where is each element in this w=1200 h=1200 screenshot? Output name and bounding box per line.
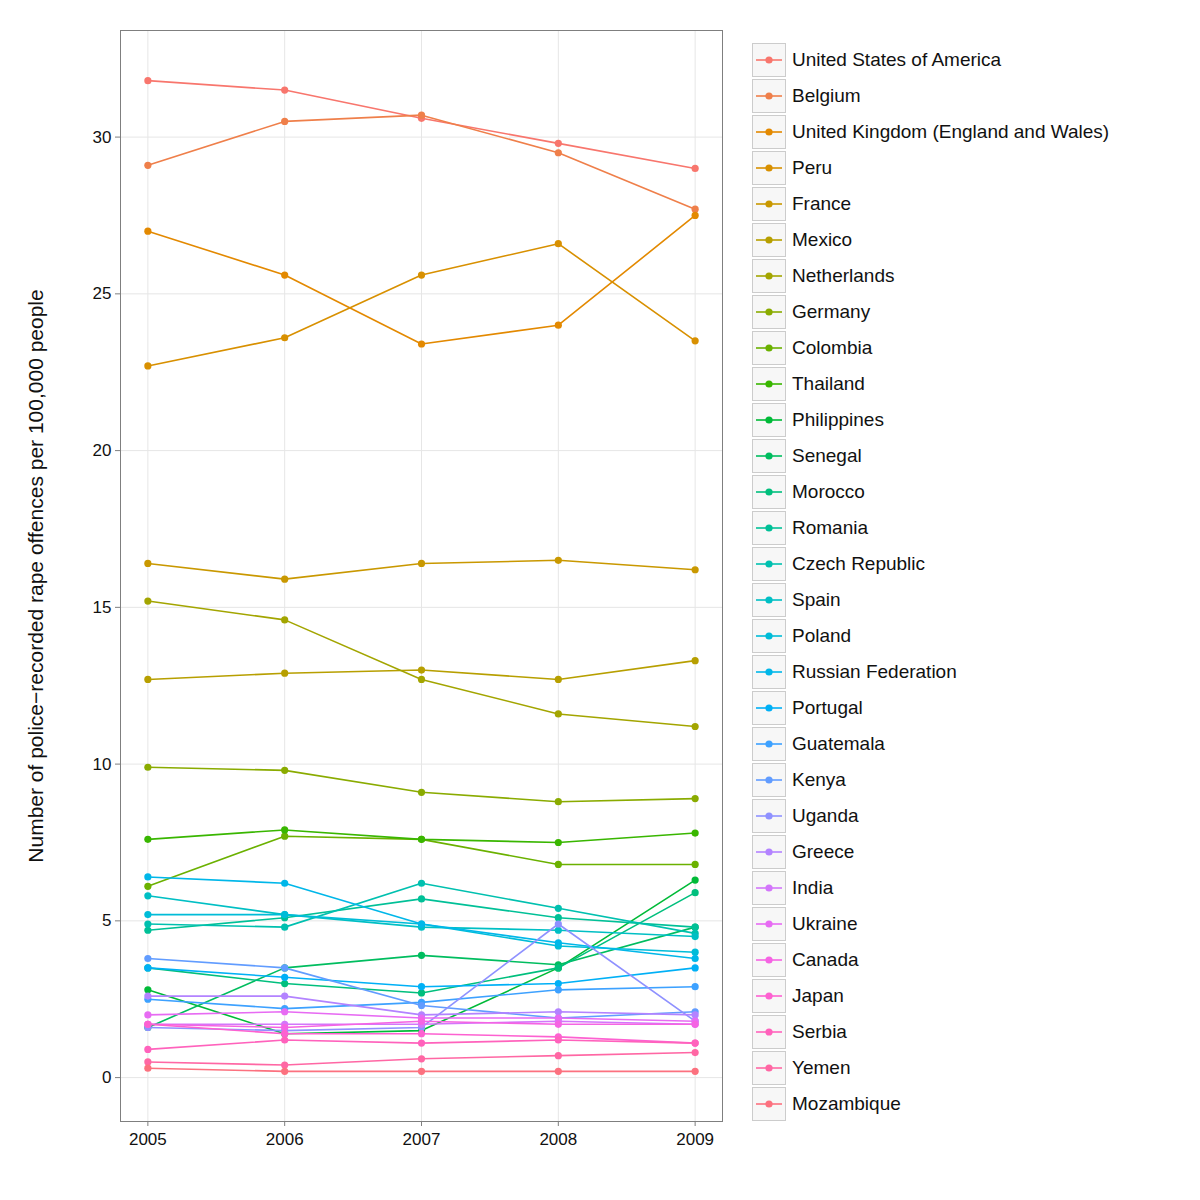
svg-text:2009: 2009 bbox=[676, 1130, 714, 1149]
html-text:Netherlands: Netherlands bbox=[792, 265, 895, 286]
html-text:Czech Republic: Czech Republic bbox=[792, 553, 926, 574]
html-text:Uganda: Uganda bbox=[792, 805, 859, 826]
html-text:Germany: Germany bbox=[792, 301, 871, 322]
html-text:Peru: Peru bbox=[792, 157, 833, 178]
svg-text:30: 30 bbox=[93, 128, 112, 147]
svg-text:Number of police−recorded rape: Number of police−recorded rape offences … bbox=[24, 289, 47, 862]
html-text:Colombia: Colombia bbox=[792, 337, 873, 358]
html-text:Japan: Japan bbox=[792, 985, 844, 1006]
html-text:Poland: Poland bbox=[792, 625, 852, 646]
html-text:Romania: Romania bbox=[792, 517, 868, 538]
svg-text:25: 25 bbox=[93, 284, 112, 303]
svg-text:2006: 2006 bbox=[266, 1130, 304, 1149]
html-text:Morocco: Morocco bbox=[792, 481, 865, 502]
html-text:Portugal: Portugal bbox=[792, 697, 863, 718]
html-text:Thailand: Thailand bbox=[792, 373, 865, 394]
html-text:Guatemala: Guatemala bbox=[792, 733, 885, 754]
svg-text:0: 0 bbox=[102, 1068, 111, 1087]
svg-text:2007: 2007 bbox=[403, 1130, 441, 1149]
html-text:India: India bbox=[792, 877, 834, 898]
html-text:Mexico: Mexico bbox=[792, 229, 853, 250]
html-text:Belgium: Belgium bbox=[792, 85, 861, 106]
html-text:Canada: Canada bbox=[792, 949, 859, 970]
svg-text:20: 20 bbox=[93, 441, 112, 460]
html-text:United Kingdom (England and Wa: United Kingdom (England and Wales) bbox=[792, 121, 1110, 142]
html-text:France: France bbox=[792, 193, 852, 214]
html-text:Spain: Spain bbox=[792, 589, 841, 610]
html-text:Kenya: Kenya bbox=[792, 769, 846, 790]
svg-text:10: 10 bbox=[93, 755, 112, 774]
svg-text:15: 15 bbox=[93, 598, 112, 617]
html-text:Mozambique: Mozambique bbox=[792, 1093, 901, 1114]
html-text:Russian Federation: Russian Federation bbox=[792, 661, 957, 682]
html-text:United States of America: United States of America bbox=[792, 49, 1002, 70]
svg-text:2005: 2005 bbox=[129, 1130, 167, 1149]
svg-text:2008: 2008 bbox=[539, 1130, 577, 1149]
html-text:Greece: Greece bbox=[792, 841, 855, 862]
svg-text:5: 5 bbox=[102, 911, 111, 930]
html-text:Serbia: Serbia bbox=[792, 1021, 847, 1042]
html-text:Philippines: Philippines bbox=[792, 409, 884, 430]
html-text:Yemen: Yemen bbox=[792, 1057, 851, 1078]
html-text:Senegal: Senegal bbox=[792, 445, 862, 466]
html-text:Ukraine: Ukraine bbox=[792, 913, 858, 934]
